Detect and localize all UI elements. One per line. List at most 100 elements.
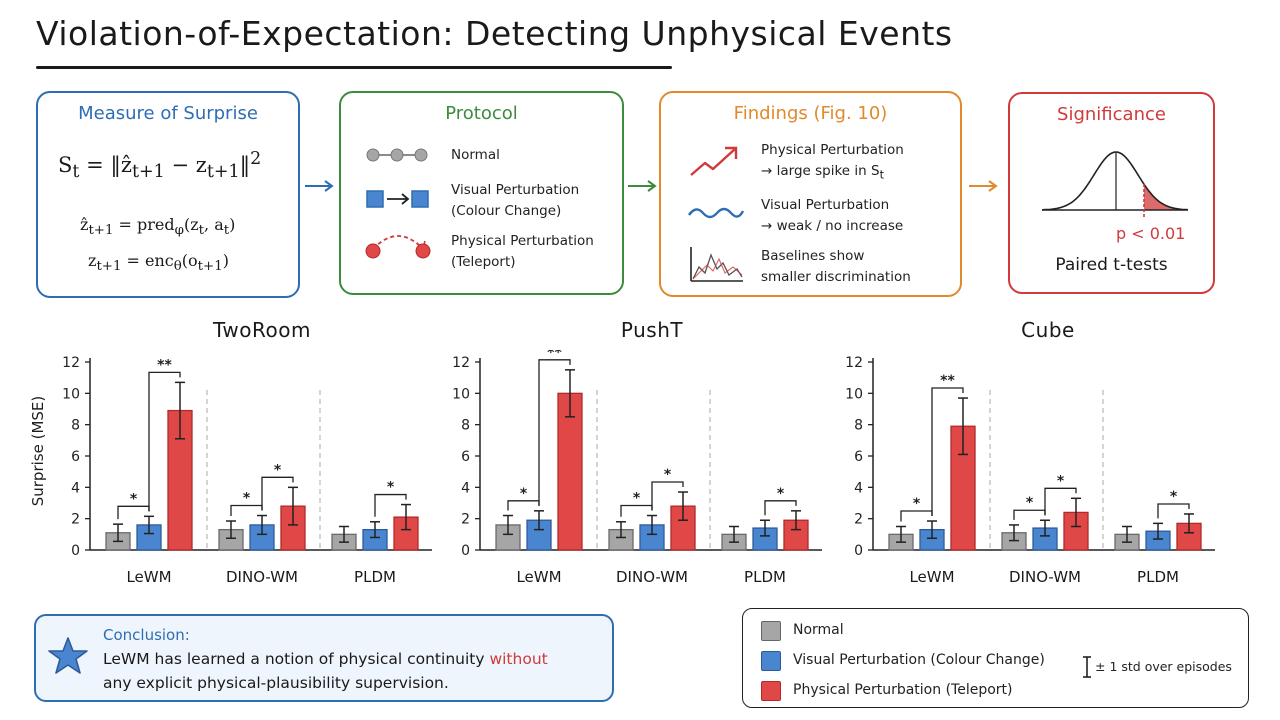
- chart-title-pusht: PushT: [620, 318, 684, 342]
- finding-visual-line1: Visual Perturbation: [761, 197, 890, 213]
- significance-stars: *: [387, 480, 395, 496]
- rejection-region: [1144, 184, 1180, 210]
- flow-arrow-2: [628, 180, 657, 192]
- teleport-icon: [365, 235, 431, 259]
- y-tick-label: 4: [71, 480, 80, 496]
- y-tick-label: 12: [62, 355, 80, 371]
- y-tick-label: 0: [854, 543, 863, 559]
- significance-bracket: [507, 500, 540, 511]
- title-underline: [36, 66, 672, 69]
- error-bar-icon: [1083, 656, 1091, 678]
- x-category-label: PLDM: [1137, 568, 1179, 586]
- protocol-visual-line1: Visual Perturbation: [451, 182, 580, 198]
- y-tick-label: 2: [461, 512, 470, 528]
- x-category-label: PLDM: [744, 568, 786, 586]
- legend-label-physical: Physical Perturbation (Teleport): [793, 682, 1013, 698]
- protocol-visual-label: Visual Perturbation (Colour Change): [451, 180, 579, 222]
- significance-card-title: Significance: [1057, 104, 1166, 125]
- significance-bracket: [651, 481, 684, 511]
- y-tick-label: 2: [854, 512, 863, 528]
- significance-bracket: [230, 504, 263, 517]
- legend-swatch-visual: [761, 651, 781, 671]
- significance-bracket: [117, 505, 150, 520]
- y-tick-label: 4: [461, 480, 470, 496]
- significance-bracket: [931, 387, 964, 517]
- conclusion-box: Conclusion: LeWM has learned a notion of…: [34, 614, 614, 702]
- significance-stars: *: [1057, 473, 1065, 489]
- y-tick-label: 8: [461, 418, 470, 434]
- bell-curve-icon: [1041, 151, 1189, 218]
- y-tick-label: 10: [62, 386, 80, 402]
- significance-stars: *: [130, 491, 138, 507]
- finding-physical-line1: Physical Perturbation: [761, 142, 904, 158]
- significance-bracket: [1044, 487, 1077, 516]
- significance-stars: *: [1026, 495, 1034, 511]
- colour-change-icon: [366, 190, 429, 208]
- conclusion-line2: any explicit physical-plausibility super…: [103, 674, 449, 692]
- legend-error-note: ± 1 std over episodes: [1095, 659, 1232, 674]
- significance-stars: *: [633, 491, 641, 507]
- protocol-physical-label: Physical Perturbation (Teleport): [451, 231, 594, 273]
- y-tick-label: 6: [854, 449, 863, 465]
- y-tick-label: 12: [845, 355, 863, 371]
- finding-physical-line2: → large spike in St: [761, 163, 884, 182]
- y-tick-label: 0: [71, 543, 80, 559]
- significance-stars: *: [1170, 489, 1178, 505]
- protocol-card-title: Protocol: [445, 103, 518, 124]
- encoder-formula: zt+1 = encθ(ot+1): [88, 251, 229, 275]
- y-tick-label: 2: [71, 512, 80, 528]
- measure-of-surprise-card: Measure of Surprise St = ‖ẑt+1 − zt+1‖2 …: [36, 91, 300, 298]
- y-tick-label: 6: [71, 449, 80, 465]
- legend-label-visual: Visual Perturbation (Colour Change): [793, 652, 1045, 668]
- prediction-formula: ẑt+1 = predφ(zt, at): [80, 215, 236, 239]
- x-category-label: PLDM: [354, 568, 396, 586]
- x-category-label: DINO-WM: [1009, 568, 1081, 586]
- finding-baseline-line2: smaller discrimination: [761, 269, 911, 285]
- surprise-formula: St = ‖ẑt+1 − zt+1‖2: [58, 149, 262, 183]
- significance-card: Significance p < 0.01 Paired t-tests: [1008, 92, 1215, 294]
- finding-physical-text: Physical Perturbation → large spike in S…: [761, 140, 904, 186]
- significance-stars: *: [913, 496, 921, 512]
- legend-label-normal: Normal: [793, 622, 844, 638]
- protocol-card: Protocol Normal Visual Perturbation (Col…: [339, 91, 624, 295]
- flow-arrow-1: [305, 180, 334, 192]
- measure-card-title: Measure of Surprise: [78, 103, 258, 124]
- conclusion-line1: LeWM has learned a notion of physical co…: [103, 650, 548, 668]
- baseline-chart-icon: [690, 247, 743, 282]
- y-tick-label: 10: [845, 386, 863, 402]
- significance-stars: *: [777, 486, 785, 502]
- star-icon: [48, 637, 88, 674]
- significance-stars: *: [274, 462, 282, 478]
- y-tick-label: 8: [71, 418, 80, 434]
- significance-stars: **: [940, 373, 955, 389]
- paired-t-tests-label: Paired t-tests: [1055, 255, 1168, 275]
- significance-stars: *: [664, 467, 672, 483]
- y-tick-label: 0: [461, 543, 470, 559]
- finding-visual-line2: → weak / no increase: [761, 218, 904, 234]
- p-value-label: p < 0.01: [1116, 224, 1186, 243]
- significance-stars: **: [157, 357, 172, 373]
- page-title: Violation-of-Expectation: Detecting Unph…: [36, 14, 953, 53]
- y-tick-label: 6: [461, 449, 470, 465]
- significance-stars: *: [520, 486, 528, 502]
- chart-title-cube: Cube: [1021, 318, 1075, 342]
- x-category-label: LeWM: [126, 568, 171, 586]
- significance-bracket: [148, 371, 181, 512]
- finding-baseline-line1: Baselines show: [761, 248, 865, 264]
- y-tick-label: 4: [854, 480, 863, 496]
- significance-bracket: [900, 510, 933, 522]
- conclusion-highlight: without: [489, 650, 548, 668]
- finding-baseline-text: Baselines show smaller discrimination: [761, 246, 911, 288]
- conclusion-heading: Conclusion:: [103, 626, 190, 644]
- y-axis-title: Surprise (MSE): [29, 395, 47, 507]
- protocol-normal-label: Normal: [451, 147, 500, 163]
- x-category-label: DINO-WM: [226, 568, 298, 586]
- significance-bracket: [261, 476, 294, 511]
- finding-visual-text: Visual Perturbation → weak / no increase: [761, 195, 903, 237]
- findings-card: Findings (Fig. 10) Physical Perturbation…: [659, 91, 962, 297]
- x-category-label: LeWM: [909, 568, 954, 586]
- protocol-physical-line1: Physical Perturbation: [451, 233, 594, 249]
